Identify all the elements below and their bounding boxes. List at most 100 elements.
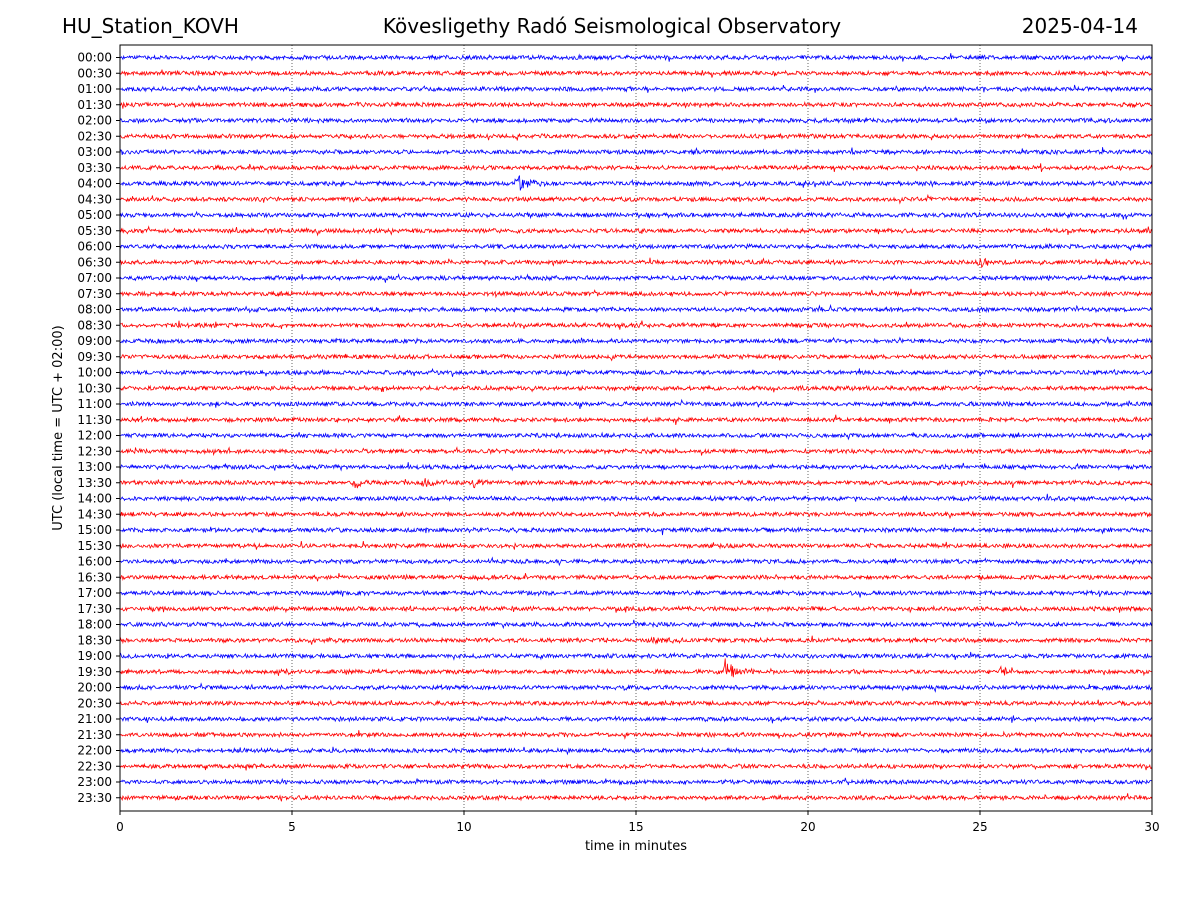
- y-tick-label: 14:00: [77, 492, 112, 506]
- trace-1830: [119, 635, 1153, 645]
- trace-0830: [119, 320, 1153, 330]
- y-tick-label: 14:30: [77, 507, 112, 521]
- y-tick-label: 08:00: [77, 303, 112, 317]
- trace-0800: [119, 303, 1153, 314]
- y-tick-label: 15:30: [77, 539, 112, 553]
- x-tick-label: 0: [116, 820, 124, 834]
- trace-2130: [119, 730, 1153, 740]
- trace-1530: [119, 540, 1153, 550]
- trace-0500: [119, 210, 1153, 220]
- trace-1230: [119, 446, 1153, 457]
- y-tick-label: 20:30: [77, 696, 112, 710]
- trace-0030: [119, 69, 1153, 78]
- y-tick-label: 07:30: [77, 287, 112, 301]
- y-tick-label: 13:00: [77, 460, 112, 474]
- trace-1930: [119, 658, 1153, 678]
- y-tick-label: 03:30: [77, 161, 112, 175]
- y-tick-label: 11:00: [77, 397, 112, 411]
- y-tick-label: 21:30: [77, 728, 112, 742]
- trace-0930: [119, 353, 1153, 362]
- trace-2000: [119, 682, 1153, 693]
- y-tick-label: 05:30: [77, 224, 112, 238]
- y-tick-label: 04:30: [77, 192, 112, 206]
- x-tick-label: 10: [456, 820, 471, 834]
- y-tick-label: 23:30: [77, 791, 112, 805]
- y-tick-label: 02:00: [77, 114, 112, 128]
- x-axis-ticks: 0 5 10 15 20 25 30: [116, 811, 1160, 834]
- y-tick-label: 09:30: [77, 350, 112, 364]
- trace-1400: [119, 493, 1153, 503]
- x-tick-label: 15: [628, 820, 643, 834]
- y-axis-label: UTC (local time = UTC + 02:00): [51, 325, 66, 530]
- y-tick-label: 22:00: [77, 744, 112, 758]
- trace-1500: [119, 526, 1153, 536]
- trace-0200: [119, 116, 1153, 125]
- trace-0000: [119, 53, 1153, 62]
- y-tick-label: 13:30: [77, 476, 112, 490]
- trace-1730: [119, 605, 1153, 614]
- y-tick-label: 01:30: [77, 98, 112, 112]
- y-tick-label: 01:00: [77, 82, 112, 96]
- x-tick-label: 20: [800, 820, 815, 834]
- y-tick-label: 03:00: [77, 145, 112, 159]
- y-tick-label: 06:00: [77, 240, 112, 254]
- trace-0700: [119, 273, 1153, 283]
- trace-1700: [119, 589, 1153, 598]
- trace-1330: [119, 478, 1153, 489]
- trace-1800: [119, 619, 1153, 630]
- trace-1600: [119, 556, 1153, 567]
- trace-0730: [119, 288, 1153, 299]
- trace-0630: [119, 257, 1153, 269]
- trace-1200: [119, 431, 1153, 441]
- x-tick-label: 25: [972, 820, 987, 834]
- trace-1900: [119, 651, 1153, 661]
- trace-0100: [119, 84, 1153, 93]
- y-tick-label: 00:00: [77, 51, 112, 65]
- trace-1300: [119, 462, 1153, 472]
- x-axis-label: time in minutes: [585, 839, 687, 854]
- y-tick-label: 16:30: [77, 570, 112, 584]
- trace-1000: [119, 367, 1153, 377]
- y-tick-label: 00:30: [77, 66, 112, 80]
- y-tick-label: 17:30: [77, 602, 112, 616]
- trace-0230: [119, 132, 1153, 141]
- trace-0330: [119, 163, 1153, 173]
- y-tick-label: 08:30: [77, 318, 112, 332]
- y-tick-label: 22:30: [77, 759, 112, 773]
- trace-2230: [119, 762, 1153, 771]
- y-tick-label: 09:00: [77, 334, 112, 348]
- y-tick-label: 10:30: [77, 381, 112, 395]
- date-title: 2025-04-14: [1021, 14, 1138, 38]
- trace-0530: [119, 225, 1153, 237]
- y-tick-label: 18:30: [77, 633, 112, 647]
- trace-1100: [119, 398, 1153, 409]
- y-tick-label: 05:00: [77, 208, 112, 222]
- chart-title: Kövesligethy Radó Seismological Observat…: [382, 14, 842, 38]
- y-tick-label: 12:30: [77, 444, 112, 458]
- y-tick-label: 11:30: [77, 413, 112, 427]
- y-tick-label: 21:00: [77, 712, 112, 726]
- y-tick-label: 10:00: [77, 366, 112, 380]
- y-tick-label: 18:00: [77, 618, 112, 632]
- y-tick-label: 12:00: [77, 429, 112, 443]
- trace-0130: [119, 100, 1153, 109]
- y-tick-label: 15:00: [77, 523, 112, 537]
- y-tick-label: 17:00: [77, 586, 112, 600]
- y-tick-label: 19:30: [77, 665, 112, 679]
- trace-2100: [119, 715, 1153, 724]
- trace-2300: [119, 777, 1153, 786]
- y-tick-label: 16:00: [77, 555, 112, 569]
- trace-0400: [119, 175, 1153, 191]
- trace-2200: [119, 746, 1153, 756]
- y-tick-label: 06:30: [77, 255, 112, 269]
- station-title: HU_Station_KOVH: [62, 14, 239, 38]
- x-tick-label: 5: [288, 820, 296, 834]
- trace-1630: [119, 573, 1153, 582]
- y-tick-label: 20:00: [77, 681, 112, 695]
- y-tick-label: 04:00: [77, 177, 112, 191]
- trace-2030: [119, 699, 1153, 707]
- grid-lines: [291, 45, 981, 811]
- trace-1030: [119, 384, 1153, 393]
